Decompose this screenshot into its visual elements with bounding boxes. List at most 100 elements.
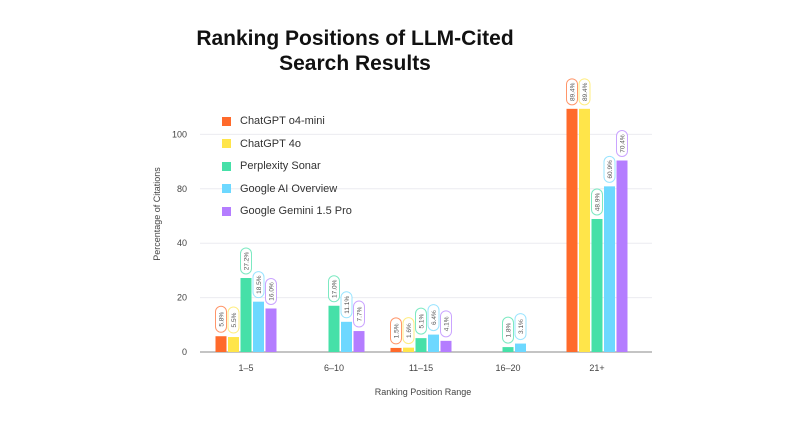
data-label: 1.5%	[390, 317, 402, 345]
bar	[265, 308, 277, 352]
data-label: 89.4%	[566, 78, 578, 106]
data-label-pill	[390, 317, 402, 345]
data-label: 7.7%	[353, 300, 365, 328]
x-tick-label: 16–20	[495, 363, 520, 373]
data-label-pill	[440, 310, 452, 338]
x-tick-label: 6–10	[324, 363, 344, 373]
legend-swatch	[222, 139, 231, 149]
legend-label: Google Gemini 1.5 Pro	[240, 205, 352, 218]
bar	[440, 340, 452, 352]
data-label-pill	[591, 188, 603, 216]
data-label-pill	[616, 130, 628, 158]
data-label-pill	[353, 300, 365, 328]
legend-label: Perplexity Sonar	[240, 160, 321, 173]
bar	[604, 186, 615, 352]
data-label-pill	[603, 155, 616, 183]
data-label-text: 16.0%	[268, 282, 275, 301]
legend-item: Google AI Overview	[222, 178, 352, 201]
data-label: 3.1%	[514, 313, 527, 341]
data-label-text: 18.5%	[256, 275, 263, 294]
bar	[579, 108, 590, 352]
data-label-pill	[265, 277, 277, 305]
x-axis-label: Ranking Position Range	[375, 387, 472, 397]
data-label: 1.8%	[502, 316, 514, 344]
data-label-pill	[578, 78, 591, 106]
data-label-text: 5.1%	[418, 314, 425, 329]
data-label: 70.4%	[616, 130, 628, 158]
chart-title: Ranking Positions of LLM-Cited Search Re…	[196, 27, 514, 75]
legend-swatch	[222, 116, 231, 126]
data-label-pill	[402, 317, 415, 345]
data-label-text: 5.5%	[231, 312, 238, 327]
data-label-text: 6.4%	[431, 310, 438, 325]
legend-item: ChatGPT o4-mini	[222, 110, 352, 133]
data-label: 4.1%	[440, 310, 452, 338]
data-label-text: 11.1%	[344, 296, 351, 314]
data-label-text: 70.4%	[619, 134, 626, 153]
data-label-pill	[240, 247, 252, 275]
data-label: 5.1%	[415, 307, 427, 335]
data-label-text: 4.1%	[443, 316, 450, 331]
data-label: 11.1%	[340, 291, 353, 319]
bar	[253, 301, 264, 352]
bar	[228, 337, 239, 352]
bar	[353, 331, 365, 352]
y-tick-label: 100	[172, 129, 187, 139]
legend-label: ChatGPT 4o	[240, 137, 301, 150]
data-label: 1.6%	[402, 317, 415, 345]
data-label-text: 89.4%	[569, 82, 576, 101]
data-label-text: 1.8%	[505, 322, 512, 337]
bar	[403, 347, 414, 352]
bar	[390, 347, 402, 352]
data-label: 18.5%	[252, 271, 265, 299]
data-label: 48.9%	[591, 188, 603, 216]
x-tick-label: 21+	[589, 363, 604, 373]
bar	[328, 305, 340, 352]
legend-swatch	[222, 206, 231, 216]
data-label-text: 5.8%	[218, 312, 225, 327]
data-label-text: 3.1%	[518, 319, 525, 334]
bar	[428, 334, 439, 352]
data-label: 5.5%	[227, 306, 240, 334]
y-axis-label: Percentage of Citations	[152, 167, 162, 261]
bar	[215, 336, 227, 352]
data-label: 5.8%	[215, 305, 227, 333]
data-label-pill	[340, 291, 353, 319]
data-label-pill	[502, 316, 514, 344]
data-label: 16.0%	[265, 277, 277, 305]
data-label-pill	[227, 306, 240, 334]
data-label: 6.4%	[427, 304, 440, 332]
bar	[566, 108, 578, 352]
data-label-text: 48.9%	[594, 193, 601, 212]
legend-item: Google Gemini 1.5 Pro	[222, 200, 352, 223]
y-tick-label: 40	[177, 238, 187, 248]
legend-item: ChatGPT 4o	[222, 133, 352, 156]
legend-label: ChatGPT o4-mini	[240, 115, 325, 128]
bar	[502, 347, 514, 352]
data-label-text: 89.4%	[582, 82, 589, 101]
data-label-pill	[215, 305, 227, 333]
bar	[415, 338, 427, 352]
bar	[240, 278, 252, 352]
y-tick-label: 80	[177, 184, 187, 194]
bar	[341, 321, 352, 352]
data-label: 27.2%	[240, 247, 252, 275]
data-label-text: 1.5%	[393, 323, 400, 338]
x-tick-label: 11–15	[409, 363, 433, 373]
y-tick-label: 0	[182, 347, 187, 357]
legend-swatch	[222, 184, 231, 194]
legend-label: Google AI Overview	[240, 182, 338, 195]
data-label-pill	[514, 313, 527, 341]
legend-item: Perplexity Sonar	[222, 155, 352, 178]
legend-swatch	[222, 161, 231, 171]
data-label-text: 27.2%	[243, 252, 250, 271]
bar	[515, 343, 526, 352]
data-label: 89.4%	[578, 78, 591, 106]
data-label: 17.0%	[328, 275, 340, 303]
data-label: 60.9%	[603, 155, 616, 183]
data-label-pill	[328, 275, 340, 303]
y-tick-label: 20	[177, 293, 187, 303]
data-label-pill	[427, 304, 440, 332]
